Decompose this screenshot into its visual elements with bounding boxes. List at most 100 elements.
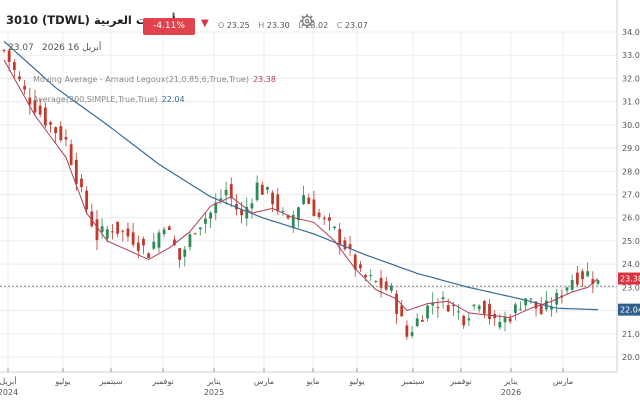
candle-body	[7, 50, 11, 62]
down-arrow-icon: ▼	[201, 18, 209, 29]
candle-body	[513, 304, 517, 313]
candle-body	[503, 316, 507, 323]
candle-body	[586, 271, 590, 277]
price-tags: 23.38 22.04	[618, 272, 640, 316]
y-tick-label: 25.00	[622, 237, 640, 246]
alma-line	[3, 59, 599, 319]
candle-body	[12, 62, 16, 71]
sma-200-line	[3, 40, 599, 311]
candle-body	[338, 229, 342, 245]
candle-body	[49, 122, 52, 125]
candle-body	[33, 99, 37, 113]
x-tick-label: سبتمبر	[99, 377, 123, 386]
candle-body	[43, 107, 47, 126]
y-tick-label: 24.00	[622, 260, 640, 269]
candle-body	[539, 305, 543, 315]
candle-body	[291, 214, 295, 228]
gear-icon[interactable]	[299, 13, 315, 29]
sma-price-tag: 22.04	[620, 306, 640, 315]
candle-body	[477, 305, 481, 310]
sma-price-tag-bg	[618, 303, 640, 316]
candle-body	[281, 210, 285, 212]
x-tick-label: مارس	[553, 377, 573, 386]
candle-body	[90, 211, 94, 227]
candle-body	[364, 274, 367, 278]
candle-body	[209, 212, 213, 219]
candle-body	[131, 232, 135, 245]
x-tick-label: يوليو	[348, 377, 364, 386]
candle-body	[426, 305, 429, 319]
legend-alma[interactable]: Moving Average - Arnaud Legoux(21,0.85,6…	[33, 75, 276, 84]
candle-body	[28, 97, 32, 105]
candle-body	[157, 232, 161, 248]
y-tick-label: 34.00	[622, 28, 640, 37]
candle-body	[204, 218, 207, 224]
candle-body	[111, 231, 114, 233]
candle-body	[116, 221, 120, 234]
candle-body	[286, 215, 290, 219]
candle-body	[198, 227, 202, 230]
candle-body	[266, 187, 269, 190]
candle-body	[126, 228, 130, 237]
candle-body	[100, 226, 104, 233]
candle-body	[405, 325, 409, 337]
candle-body	[488, 303, 491, 320]
candle-body	[508, 318, 512, 322]
candle-body	[80, 178, 83, 188]
candle-body	[162, 229, 166, 235]
candle-body	[193, 233, 197, 235]
x-tick-label: نوفمبر	[449, 377, 472, 386]
y-tick-label: 33.00	[622, 51, 640, 60]
x-tick-label: مايو	[305, 377, 319, 386]
candle-body	[173, 239, 176, 246]
candle-body	[581, 271, 584, 280]
candle-body	[105, 229, 109, 239]
y-tick-label: 27.00	[622, 191, 640, 200]
candle-body	[147, 253, 151, 258]
candle-body	[348, 244, 352, 249]
candle-body	[529, 298, 533, 300]
candle-body	[415, 318, 419, 327]
candle-body	[95, 219, 99, 241]
x-tick-label: مارس	[254, 377, 274, 386]
x-tick-label: أبريل	[0, 376, 17, 386]
candle-body	[59, 126, 63, 141]
legend-sma[interactable]: Average(200,SIMPLE,True,True) 22.04	[33, 95, 185, 104]
candle-body	[229, 184, 233, 199]
candle-body	[524, 298, 528, 306]
y-tick-label: 28.00	[622, 167, 640, 176]
y-axis: 34.00 33.00 32.00 31.00 30.00 29.00 28.00 27.00…	[0, 0, 640, 373]
candle-body	[297, 207, 300, 221]
candle-body	[136, 242, 140, 251]
ohlc-readout: O 23.25 H 23.30 L 23.02 C 23.07	[218, 21, 368, 30]
candle-body	[519, 309, 522, 311]
candle-body	[550, 306, 553, 310]
candle-body	[121, 230, 125, 232]
candle-body	[188, 234, 192, 248]
y-tick-label: 32.00	[622, 74, 640, 83]
candle-body	[534, 301, 538, 309]
y-tick-label: 29.00	[622, 144, 640, 153]
x-tick-year: 2024	[0, 388, 18, 397]
candle-body	[69, 144, 73, 165]
candle-body	[245, 206, 249, 219]
candle-body	[312, 199, 316, 217]
candle-body	[271, 192, 274, 205]
candle-body	[224, 189, 228, 196]
candle-body	[446, 305, 450, 312]
candle-body	[374, 280, 378, 282]
y-tick-label: 21.00	[622, 330, 640, 339]
candle-body	[431, 302, 435, 306]
x-tick-label: يناير	[206, 377, 221, 386]
candle-body	[322, 217, 326, 219]
x-tick-label: سبتمبر	[401, 377, 425, 386]
candle-body	[260, 184, 264, 195]
candle-body	[472, 304, 476, 307]
candle-body	[302, 195, 305, 204]
last-price-tag: 23.38	[620, 275, 640, 284]
candle-body	[400, 305, 404, 317]
last-price-tag-bg	[618, 272, 640, 285]
candle-body	[276, 194, 280, 211]
candle-body	[74, 159, 78, 185]
